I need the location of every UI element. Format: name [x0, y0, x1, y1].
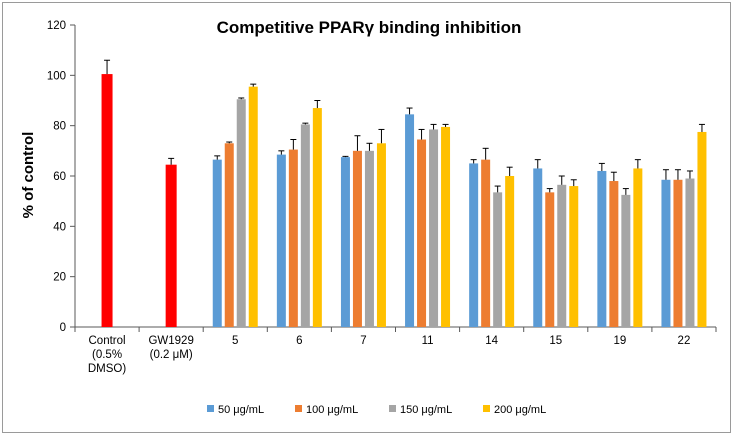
x-tick-label-line: (0.5% — [92, 349, 122, 361]
bar-series-2 — [481, 159, 491, 327]
bar-series-3 — [300, 124, 310, 328]
x-tick-label: GW1929 (0.2 μM) — [148, 335, 193, 361]
y-tick-label: 60 — [53, 171, 66, 183]
x-tick-label: 6 — [296, 335, 302, 347]
x-tick-label-line: GW1929 — [148, 335, 193, 347]
x-tick-label-line: 15 — [549, 335, 562, 347]
x-tick-label-line: 7 — [360, 335, 366, 347]
x-tick-label-line: 6 — [296, 335, 302, 347]
bar-series-3 — [685, 178, 695, 327]
bar-series-1 — [340, 157, 350, 327]
legend-label-2: 100 μg/mL — [306, 404, 358, 416]
bar-series-4 — [569, 186, 579, 327]
bar-series-4 — [697, 131, 707, 327]
bar-control — [101, 74, 113, 327]
x-tick-label-line: (0.2 μM) — [150, 349, 193, 361]
bar-series-4 — [312, 108, 322, 327]
chart-frame: Competitive PPARγ binding inhibition % o… — [2, 2, 731, 433]
y-tick-label: 120 — [47, 20, 66, 32]
bar-series-3 — [493, 192, 503, 327]
x-tick-label: 11 — [422, 335, 434, 347]
bar-series-4 — [248, 86, 258, 328]
bar-series-4 — [376, 143, 386, 327]
bar-series-1 — [597, 170, 607, 327]
x-tick-label: 14 — [485, 335, 498, 347]
x-tick-label-line: 11 — [422, 335, 434, 347]
bar-control — [165, 164, 177, 327]
bar-series-2 — [224, 143, 234, 327]
x-tick-label-line: 19 — [613, 335, 626, 347]
bar-series-2 — [417, 139, 427, 327]
x-tick-label-line: 22 — [678, 335, 691, 347]
bar-series-2 — [545, 192, 555, 327]
y-axis-label: % of control — [20, 132, 37, 219]
x-tick-label: 7 — [360, 335, 366, 347]
y-tick-label: 100 — [47, 70, 66, 82]
bar-series-4 — [441, 126, 451, 327]
x-tick-label: Control (0.5% DMSO) — [88, 335, 127, 375]
bar-series-3 — [557, 184, 567, 327]
bar-series-4 — [505, 176, 515, 327]
legend-swatch-4 — [483, 405, 490, 412]
bar-series-1 — [533, 168, 543, 327]
chart-title: Competitive PPARγ binding inhibition — [217, 18, 522, 37]
x-tick-label-line: 14 — [485, 335, 498, 347]
legend-label-1: 50 μg/mL — [218, 404, 264, 416]
legend-label-4: 200 μg/mL — [494, 404, 546, 416]
chart-canvas: Competitive PPARγ binding inhibition % o… — [20, 18, 717, 416]
bar-series-2 — [609, 181, 619, 327]
legend-label-3: 150 μg/mL — [400, 404, 452, 416]
y-tick-label: 20 — [53, 272, 66, 284]
x-tick-label: 15 — [549, 335, 562, 347]
x-tick-label: 5 — [232, 335, 238, 347]
bar-series-3 — [429, 129, 439, 327]
bar-series-2 — [288, 149, 298, 327]
bar-series-3 — [364, 150, 374, 327]
legend-swatch-3 — [389, 405, 396, 412]
legend-swatch-1 — [207, 405, 214, 412]
bar-series-3 — [621, 194, 631, 327]
legend: 50 μg/mL 100 μg/mL 150 μg/mL 200 μg/mL — [207, 404, 546, 416]
y-tick-label: 0 — [60, 322, 66, 334]
x-tick-label-line: DMSO) — [88, 363, 127, 375]
bar-series-1 — [405, 114, 415, 327]
x-tick-label-line: 5 — [232, 335, 238, 347]
bar-series-2 — [673, 179, 683, 327]
plot-area: 0 20 40 60 80 100 120 Control (0.5% DMSO) GW1929 (0… — [47, 20, 717, 375]
bar-series-2 — [352, 150, 362, 327]
bar-series-1 — [212, 159, 222, 327]
bar-series-1 — [276, 154, 286, 327]
x-tick-label: 19 — [613, 335, 626, 347]
y-tick-label: 80 — [53, 121, 66, 133]
y-tick-label: 40 — [53, 221, 66, 233]
bar-series-4 — [633, 168, 643, 327]
bar-series-1 — [469, 163, 479, 327]
bar-series-1 — [661, 179, 671, 327]
legend-swatch-2 — [295, 405, 302, 412]
x-tick-label: 22 — [678, 335, 691, 347]
bar-series-3 — [236, 99, 246, 327]
x-tick-label-line: Control — [89, 335, 126, 347]
